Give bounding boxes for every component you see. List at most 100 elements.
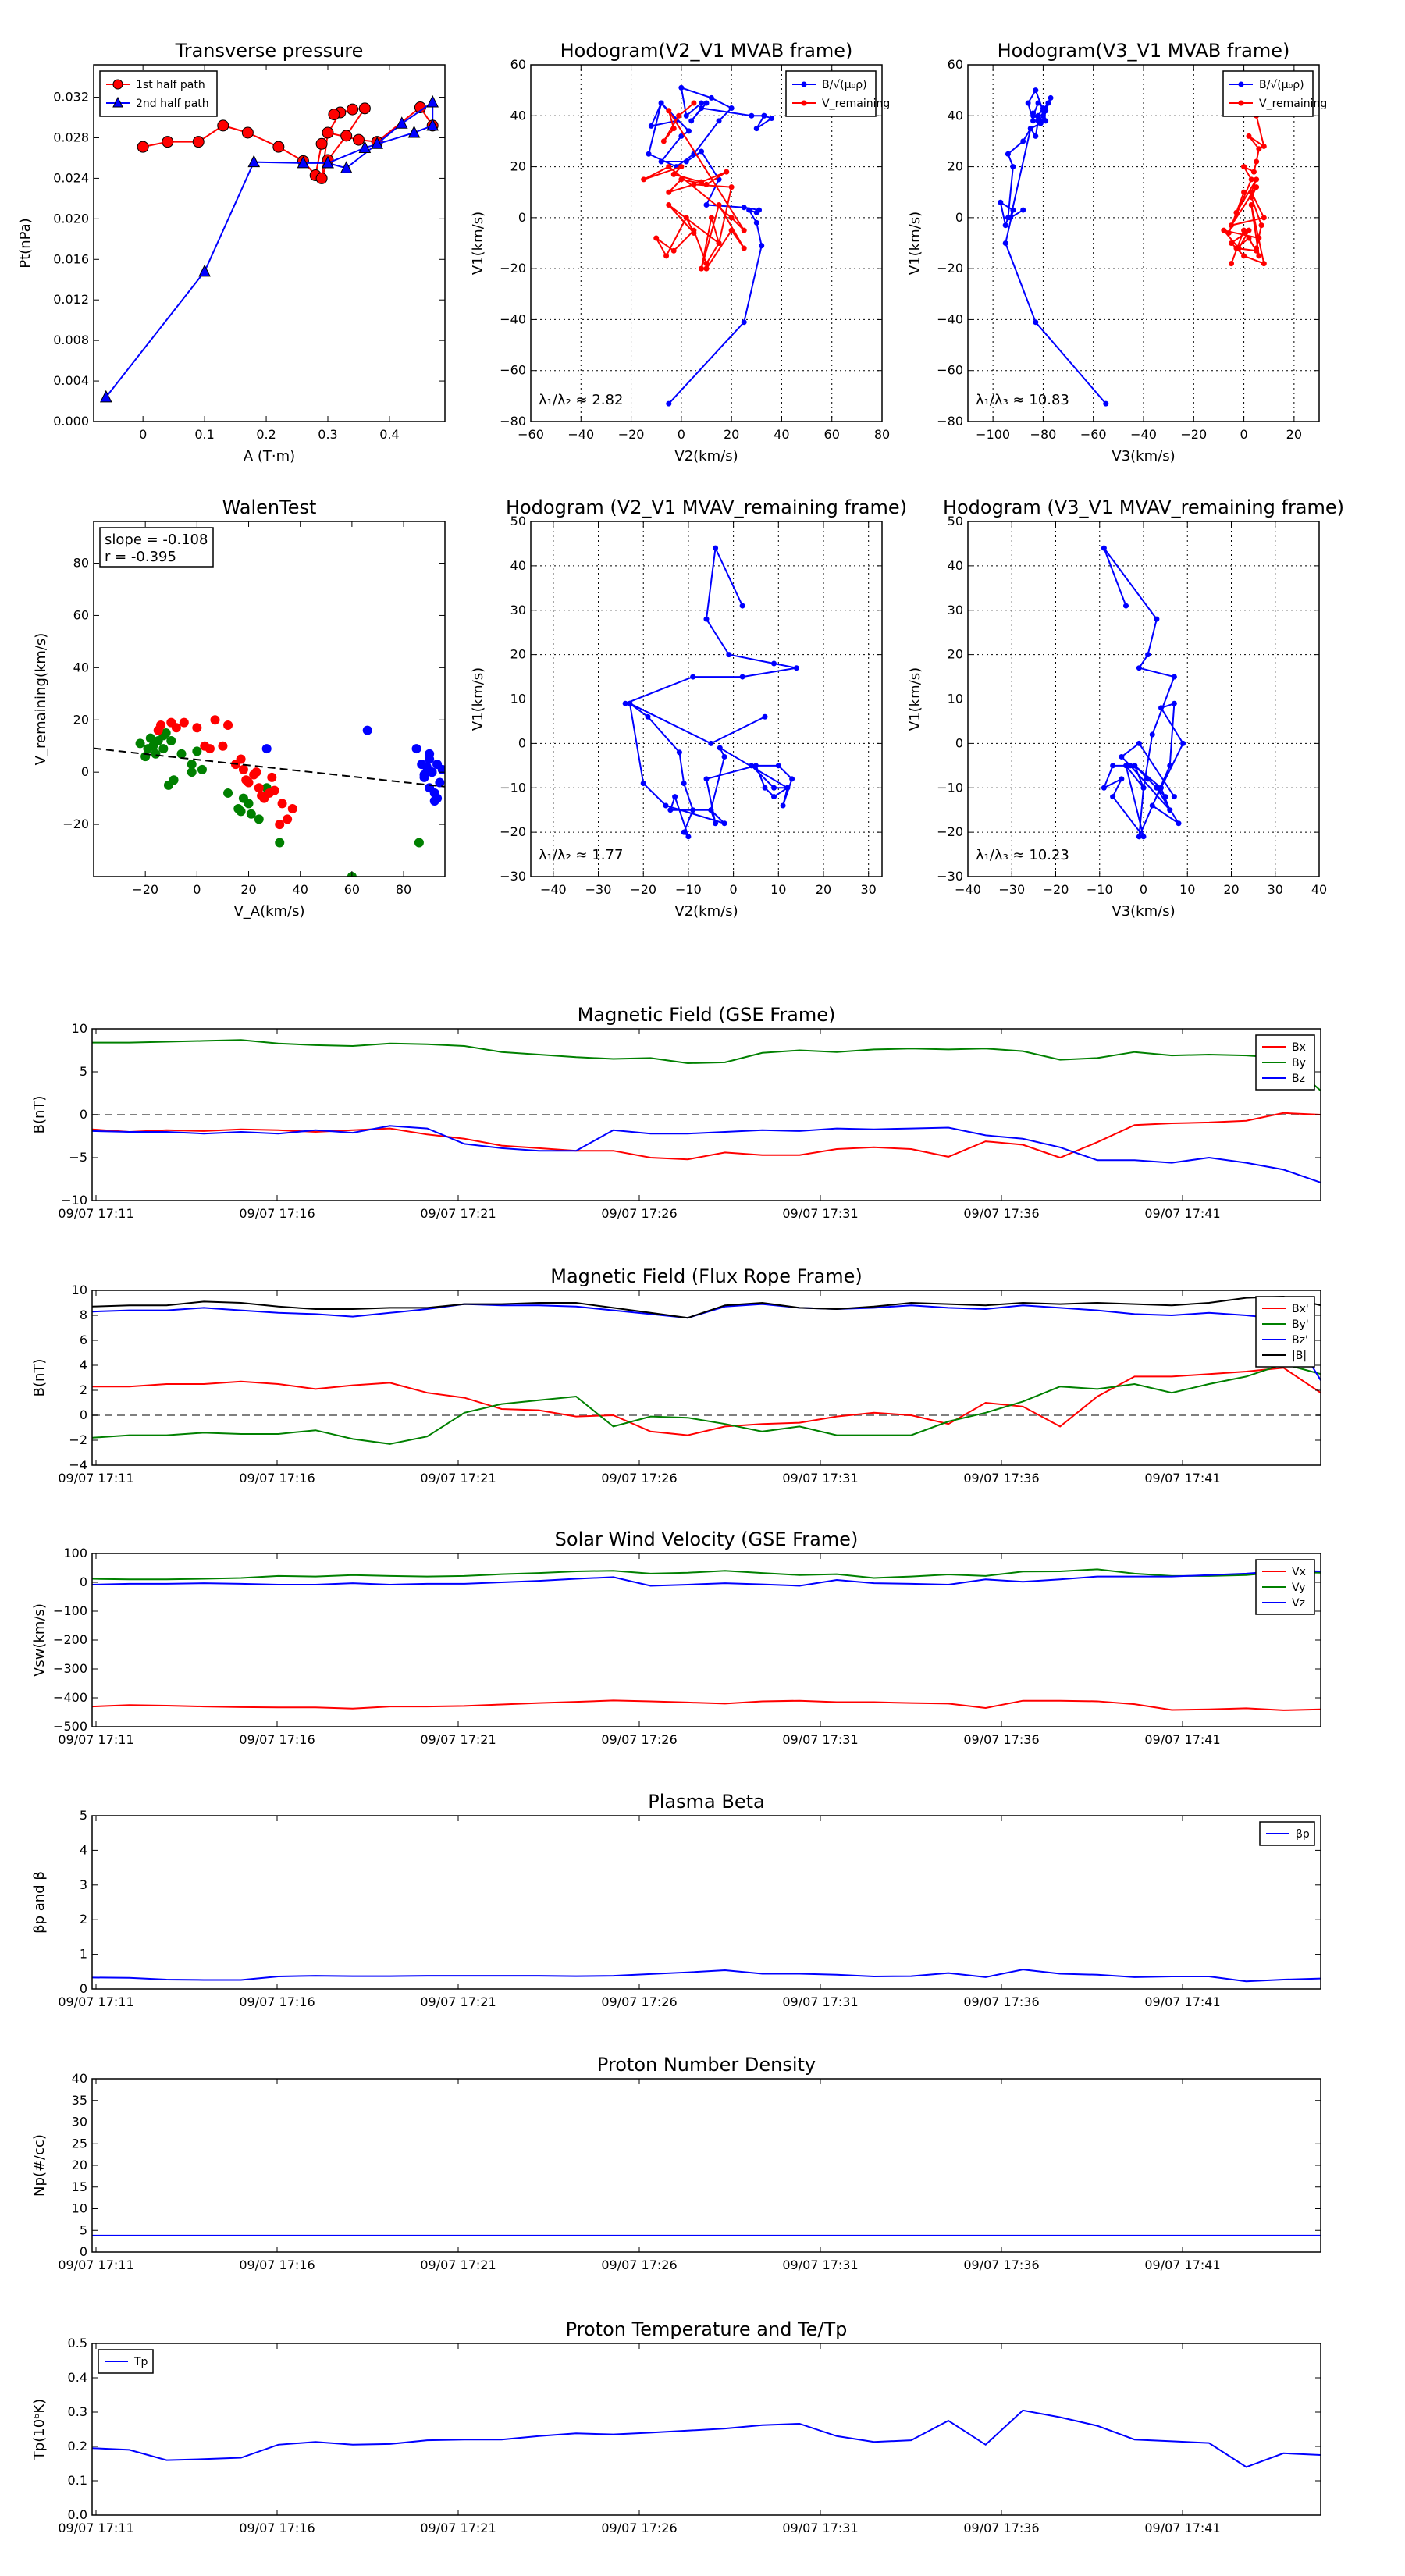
- h2-series-1-point: [1250, 169, 1257, 175]
- walen-series-1-point: [236, 754, 246, 764]
- h2-series-0-point: [1005, 151, 1011, 157]
- h4-series-0-point: [1136, 665, 1142, 671]
- mag_fr-time-label: 09/07 17:31: [782, 1471, 858, 1485]
- temp-ytick-label: 0.4: [68, 2370, 87, 2385]
- h3-series-0-point: [703, 776, 710, 782]
- temp-ytick-label: 0.5: [68, 2336, 87, 2350]
- mag_fr-time-label: 09/07 17:16: [239, 1471, 315, 1485]
- vsw-series-2-line: [92, 1570, 1321, 1587]
- walen-series-2-point: [437, 764, 445, 774]
- h2-legend-label: V_remaining: [1259, 98, 1327, 110]
- walen-ytick-label: 40: [73, 660, 89, 674]
- mag_fr-series-3-line: [92, 1295, 1321, 1319]
- h3-series-0-point: [667, 807, 674, 813]
- walen-frame: [93, 521, 446, 877]
- h1-series-0-point: [761, 112, 767, 119]
- beta-time-label: 09/07 17:26: [601, 1994, 677, 2009]
- tp-series-0-point: [328, 109, 340, 121]
- h4-series-0-point: [1171, 700, 1177, 706]
- tp-series-0-point: [315, 172, 328, 184]
- h1-series-0-point: [703, 202, 710, 208]
- tp-ytick-label: 0.012: [53, 292, 89, 307]
- h1-series-1-point: [641, 176, 647, 183]
- mag_gse-legend-label: Bz: [1292, 1073, 1305, 1085]
- h2-series-1-point: [1248, 202, 1254, 208]
- mag_fr-legend-label: Bx': [1292, 1303, 1309, 1315]
- h3-series-0-point: [793, 665, 799, 671]
- h3-xtick-label: −10: [675, 882, 702, 897]
- h2-series-0-point: [1027, 126, 1033, 132]
- h4-xtick-label: −20: [1043, 882, 1069, 897]
- h3-xtick-label: 0: [730, 882, 738, 897]
- beta-legend: βp: [1259, 1821, 1315, 1846]
- h3-series-0-line: [624, 545, 797, 838]
- mag_fr-time-label: 09/07 17:26: [601, 1471, 677, 1485]
- tp-legend: 1st half path 2nd half path: [99, 70, 218, 117]
- tp-series-0-point: [322, 126, 334, 139]
- tp-legend-label: 1st half path: [136, 79, 205, 91]
- h4-ytick-label: 40: [948, 558, 963, 573]
- h3-ytick-label: 30: [510, 603, 526, 617]
- h4-series-0-point: [1167, 763, 1173, 769]
- h1-series-1-point: [703, 181, 710, 187]
- np-frame: [91, 2078, 1321, 2253]
- h1-series-1-point: [670, 171, 677, 177]
- h3-xtick-label: 20: [816, 882, 831, 897]
- h4-series-0-point: [1149, 802, 1155, 809]
- tp-series-1-point: [358, 141, 372, 153]
- h4-series-0-point: [1158, 705, 1164, 711]
- h1-series-1-point: [678, 176, 685, 183]
- h3-series-0-point: [645, 713, 651, 720]
- h2-xtick-label: −80: [1030, 427, 1057, 442]
- h2-series-0-point: [1035, 100, 1041, 106]
- h3-xtick-label: −30: [585, 882, 612, 897]
- mag_fr-legend-label: Bz': [1292, 1334, 1308, 1347]
- mag_fr-time-label: 09/07 17:36: [963, 1471, 1039, 1485]
- walen-annotation-line: slope = -0.108: [105, 532, 208, 548]
- walen-series-0-point: [236, 806, 246, 817]
- beta-time-label: 09/07 17:41: [1144, 1994, 1220, 2009]
- h2-series-1-point: [1233, 209, 1240, 215]
- h2-series-0-point: [1002, 240, 1008, 246]
- walen-series-0-point: [166, 736, 176, 746]
- walen-series-1-point: [277, 799, 287, 809]
- walen-annotation-line: r = -0.395: [105, 549, 176, 565]
- walen-series-2-point: [419, 770, 429, 780]
- walen-ylabel: V_remaining(km/s): [33, 633, 49, 766]
- h2-legend-label: B/√(μ₀ρ): [1259, 79, 1304, 91]
- beta-frame: [91, 1815, 1321, 1990]
- h1-series-1-point: [678, 164, 685, 170]
- h3-series-0-point: [681, 781, 687, 787]
- mag_gse-time-label: 09/07 17:11: [58, 1206, 133, 1221]
- tp-series-1-point: [395, 116, 408, 129]
- h4-series-0-point: [1119, 753, 1125, 760]
- h4-series-0-point: [1145, 776, 1151, 782]
- mag_fr-ytick-label: −2: [69, 1432, 87, 1447]
- mag_gse-time-label: 09/07 17:36: [963, 1206, 1039, 1221]
- temp-legend-label: Tp: [133, 2356, 148, 2368]
- vsw-frame: [91, 1553, 1321, 1727]
- walen-series-1-point: [153, 725, 163, 735]
- vsw-panel: −500 −400 −300 −200 −100 0 100 09/07 17:11 09/07…: [31, 1528, 1321, 1747]
- h1-series-0-point: [678, 84, 685, 91]
- h1-series-0-point: [753, 219, 759, 226]
- h3-series-0-point: [640, 781, 646, 787]
- h1-series-1-point: [741, 245, 747, 251]
- temp-ytick-label: 0.1: [68, 2473, 87, 2488]
- mag_fr-data: [92, 1295, 1321, 1445]
- walen-series-0-point: [246, 809, 256, 819]
- h2-series-0-point: [1033, 133, 1039, 139]
- tp-legend-marker: [112, 79, 123, 90]
- walen-series-0-point: [192, 746, 202, 756]
- h2-series-1-point: [1258, 222, 1264, 229]
- walen-series-2-point: [425, 749, 435, 759]
- h1-series-1-point: [666, 202, 672, 208]
- h2-series-1-point: [1261, 143, 1267, 149]
- walen-series-0-point: [414, 838, 424, 848]
- h3-series-0-point: [739, 674, 745, 680]
- walen-xtick-label: 0: [193, 882, 201, 897]
- h2-xtick-label: −20: [1180, 427, 1207, 442]
- h2-series-1-point: [1254, 184, 1260, 190]
- vsw-series-1-line: [92, 1568, 1321, 1581]
- vsw-legend-label: Vz: [1292, 1597, 1305, 1610]
